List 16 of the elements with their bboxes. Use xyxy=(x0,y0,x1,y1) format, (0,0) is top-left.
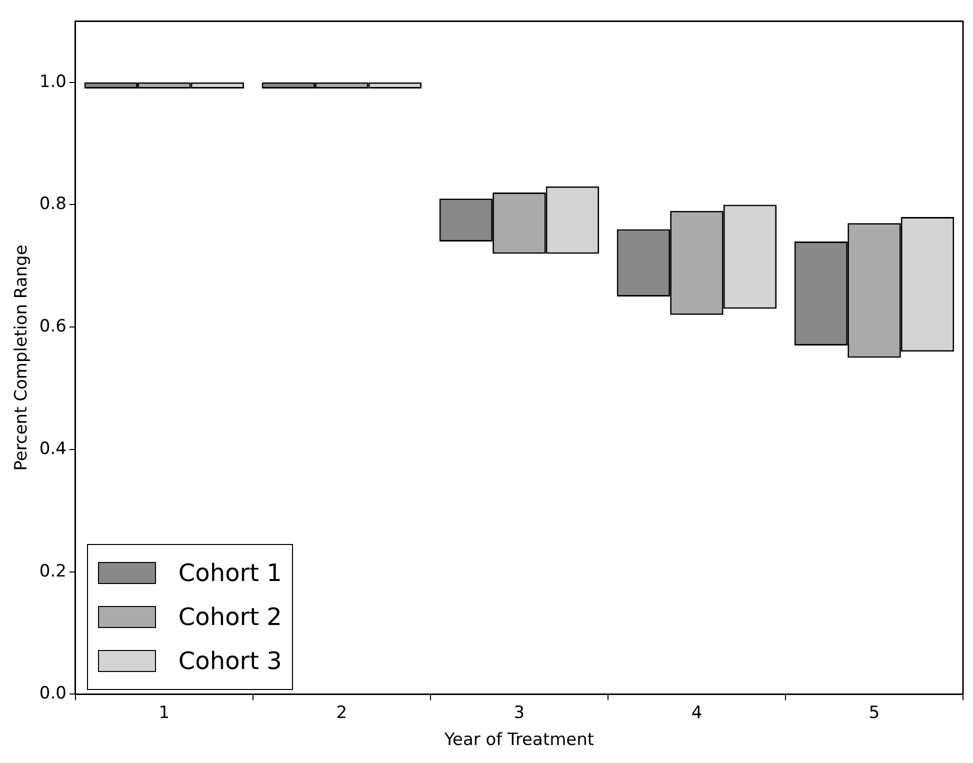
y-tick-label: 0.8 xyxy=(39,194,66,214)
x-tick-label: 5 xyxy=(868,702,880,723)
x-axis-title: Year of Treatment xyxy=(443,730,594,750)
y-tick-label: 1.0 xyxy=(39,72,66,92)
legend-label: Cohort 3 xyxy=(178,647,282,676)
x-tick-label: 4 xyxy=(691,702,702,723)
x-tick-label: 2 xyxy=(336,702,348,723)
y-tick-label: 0.0 xyxy=(39,684,66,704)
legend-label: Cohort 2 xyxy=(178,603,282,632)
y-tick-label: 0.6 xyxy=(39,316,66,337)
x-tick-label: 3 xyxy=(514,702,525,723)
legend-label: Cohort 1 xyxy=(178,559,282,588)
y-tick-label: 0.2 xyxy=(39,561,66,582)
y-tick-label: 0.4 xyxy=(39,438,66,459)
y-axis-title: Percent Completion Range xyxy=(12,244,32,471)
x-tick-label: 1 xyxy=(158,702,170,723)
